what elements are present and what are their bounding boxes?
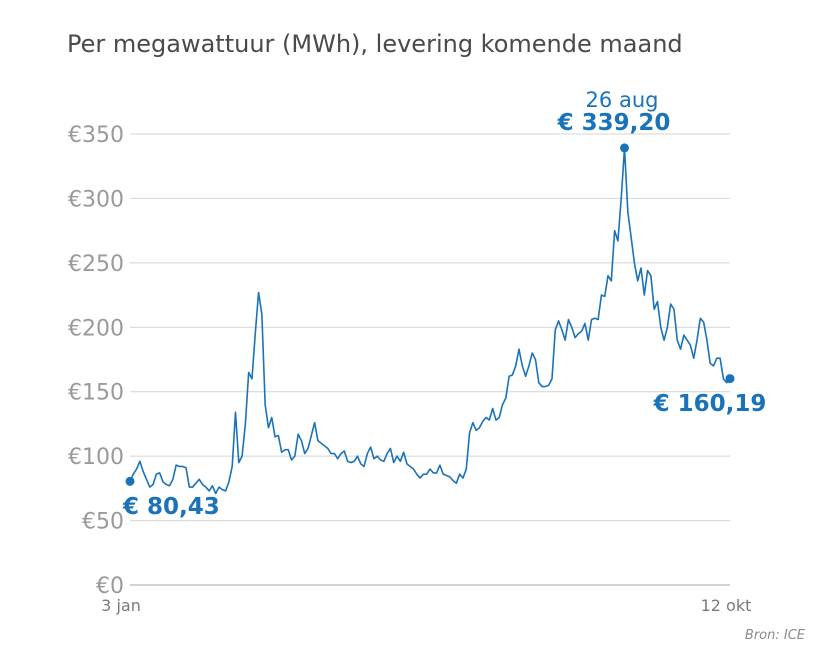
y-tick-label: €100 [68, 445, 124, 470]
y-axis-ticks: €0 €50 €100 €150 €200 €250 €300 €350 [68, 123, 124, 599]
y-tick-label: €350 [68, 123, 124, 148]
source-label: Bron: ICE [745, 628, 806, 643]
x-tick-end: 12 okt [701, 596, 752, 615]
x-axis-ticks: 3 jan 12 okt [101, 596, 751, 615]
y-tick-label: €50 [82, 510, 124, 535]
end-value-label: € 160,19 [653, 391, 767, 417]
y-tick-label: €150 [68, 381, 124, 406]
peak-date-label: 26 aug [586, 88, 659, 112]
peak-point [620, 143, 630, 153]
x-tick-start: 3 jan [101, 596, 141, 615]
y-tick-label: €250 [68, 252, 124, 277]
annotations: € 80,43 26 aug € 339,20 € 160,19 [122, 88, 766, 520]
start-value-label: € 80,43 [122, 494, 220, 520]
y-tick-label: €200 [68, 316, 124, 341]
series-points [125, 143, 735, 486]
chart-title: Per megawattuur (MWh), levering komende … [67, 30, 683, 58]
y-tick-label: €0 [96, 574, 124, 599]
price-series-line [129, 147, 731, 495]
gridlines [130, 133, 730, 522]
peak-value-label: € 339,20 [557, 110, 671, 136]
start-point [125, 476, 135, 486]
y-tick-label: €300 [68, 187, 124, 212]
end-point [725, 374, 735, 384]
